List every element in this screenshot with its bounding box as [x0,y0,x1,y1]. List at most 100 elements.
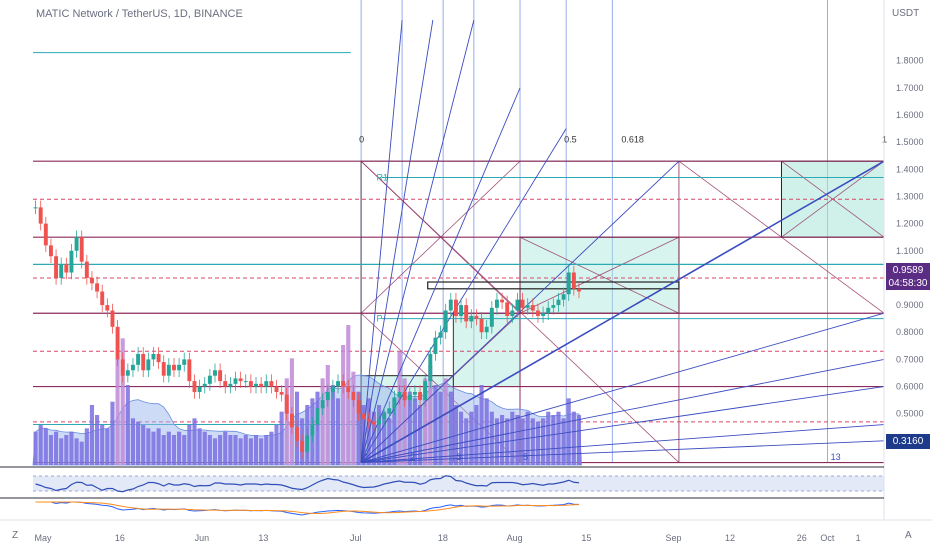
auto-scale-button[interactable]: A [905,530,912,541]
candle-body [264,381,269,387]
volume-bar [202,431,207,465]
horizontal-levels [33,52,884,464]
y-tick-label: 1.1000 [896,246,924,256]
last-price-badge: 0.9589 [886,263,930,278]
candle-body [177,364,182,371]
volume-bar [248,438,253,465]
candle-body [392,397,397,409]
candle-body [172,364,176,371]
volume-bar [438,391,443,465]
candle-body [59,264,64,278]
candle-body [74,237,79,251]
gann-fan-line [360,19,475,463]
cycle-label: 2 [410,452,415,462]
time-axis: May 16 Jun 13 Jul 18 Aug 15 Sep 12 26 Oct 1 [0,519,932,543]
y-tick-label: 1.7000 [896,83,924,93]
volume-bar [79,441,84,465]
volume-bar [218,435,223,465]
y-tick-label: 1.2000 [896,219,924,229]
volume-bar [105,428,110,465]
candle-body [248,381,253,387]
volume-bar [541,418,546,465]
candle-body [269,381,274,387]
volume-bar [156,428,161,465]
volume-bar [561,418,566,465]
candle-body [556,299,561,306]
x-tick-label: 12 [725,533,735,543]
symbol-title: MATIC Network / TetherUS, 1D, BINANCE [36,8,243,20]
volume-bar [182,435,187,465]
volume-bar [535,421,541,465]
volume-bar [125,385,130,465]
y-tick-label: 0.5000 [896,409,924,419]
currency-label: USDT [892,8,920,19]
low-price-badge: 0.3160 [886,434,930,449]
candle-body [341,381,346,387]
gann-fan-line [360,87,521,463]
candle-body [315,408,320,425]
x-tick-label: Sep [666,533,682,543]
volume-bar [500,415,505,465]
fib-label: 0.618 [621,134,644,144]
volume-bar [520,418,525,465]
y-tick-label: 1.4000 [896,164,924,174]
fib-label: 1 [882,134,887,144]
volume-bar [59,438,64,465]
candle-body [325,391,330,401]
y-tick-label: 1.8000 [896,56,924,66]
volume-bar [84,428,89,465]
volume-bar [115,358,120,465]
candle-body [105,305,110,311]
volume-bar [530,418,535,465]
candle-body [100,291,105,306]
candle-body [84,261,89,278]
candle-body [438,332,443,338]
volume-bar [392,398,397,465]
x-tick-label: May [34,533,52,543]
candle-body [305,435,310,452]
volume-bar [341,345,346,465]
gann-fan-line [361,358,885,464]
candle-body [330,386,335,392]
candle-body [207,375,212,384]
volume-bar [484,398,489,465]
volume-bar [100,425,105,465]
gann-fan-line [360,160,680,463]
volume-bar [110,401,115,465]
candle-body [510,310,515,316]
gann-fan-line [361,386,885,464]
candle-body [571,272,576,289]
volume-bar [489,411,494,465]
x-tick-label: 1 [856,533,861,543]
candle-body [515,299,520,311]
volume-bar [136,421,141,465]
x-tick-label: Jun [195,533,210,543]
volume-bar [382,411,387,465]
candle-body [223,381,228,387]
volume-bar [351,371,356,465]
volume-bar [74,438,79,465]
volume-bar [433,385,438,465]
candle-body [387,408,392,414]
candle-body [110,310,115,327]
candle-body [43,223,48,246]
candle-body [289,413,294,428]
volume-bar [233,435,238,465]
gann-fan-line [360,160,885,464]
volume-bar [371,411,376,465]
x-tick-label: Oct [820,533,835,543]
candle-body [489,307,494,327]
gann-fan-line [360,19,403,463]
candle-body [566,272,571,295]
volume-bar [151,431,156,465]
candle-body [161,362,166,376]
candle-body [530,305,535,311]
gann-fan-line [361,440,885,464]
volume-bar [197,428,202,465]
timezone-button[interactable]: Z [12,530,19,541]
volume-bar [264,435,269,465]
candle-body [500,299,505,303]
volume-bar [48,435,54,465]
y-tick-label: 0.8000 [896,327,924,337]
